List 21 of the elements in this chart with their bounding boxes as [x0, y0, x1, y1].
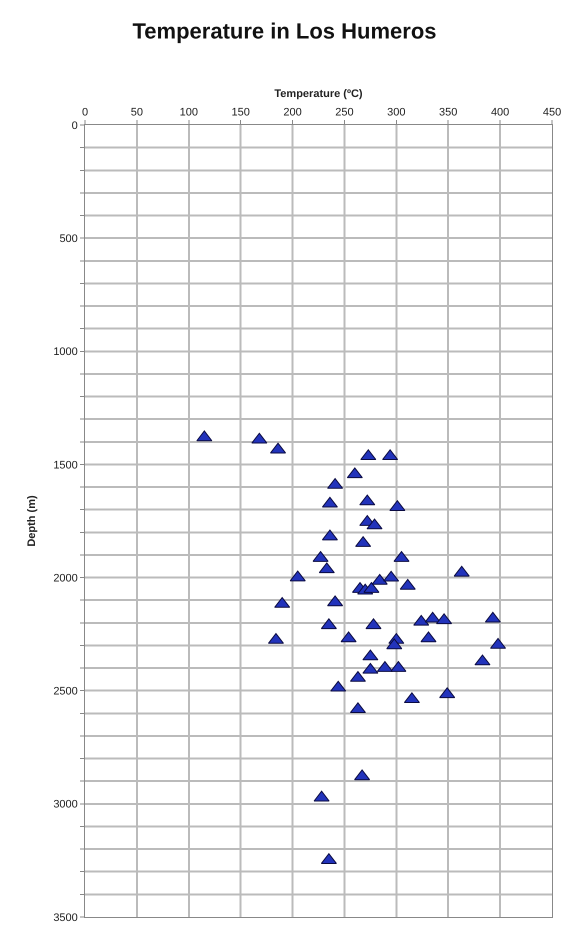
x-tick-label: 0 [82, 106, 88, 119]
x-tick-label: 400 [490, 106, 510, 119]
y-axis-title: Depth (m) [26, 495, 38, 547]
y-tick-label: 3500 [53, 912, 78, 924]
x-tick-label: 300 [387, 106, 406, 119]
x-tick-label: 50 [130, 106, 144, 119]
x-tick-label: 150 [231, 106, 250, 119]
x-tick-label: 100 [180, 106, 198, 119]
y-tick-label: 2000 [53, 572, 78, 584]
x-tick-label: 350 [439, 106, 458, 119]
x-tick-label: 200 [283, 106, 302, 119]
chart-title: Temperature in Los Humeros [132, 18, 436, 44]
y-tick-label: 1000 [53, 346, 78, 358]
y-tick-label: 1500 [53, 459, 78, 472]
y-tick-label: 500 [59, 232, 78, 245]
x-tick-label: 450 [542, 106, 562, 119]
x-tick-label: 250 [335, 106, 354, 119]
x-axis-title: Temperature (ºC) [274, 88, 363, 100]
y-tick-label: 3000 [53, 798, 78, 811]
y-tick-label: 0 [72, 120, 78, 132]
y-tick-label: 2500 [53, 686, 78, 698]
